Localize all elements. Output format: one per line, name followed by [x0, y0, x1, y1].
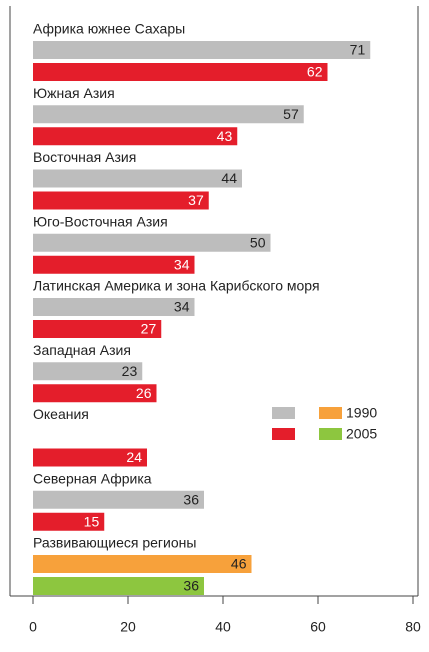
legend-label: 2005 — [346, 426, 377, 442]
value-label: 71 — [350, 42, 366, 58]
value-label: 50 — [250, 234, 266, 250]
value-label: 62 — [307, 64, 323, 80]
bar — [33, 490, 204, 509]
bar — [33, 63, 328, 81]
bar — [33, 512, 105, 531]
value-label: 26 — [136, 385, 152, 401]
category-label: Западная Азия — [33, 342, 131, 358]
bar — [33, 191, 209, 210]
bar — [33, 255, 195, 274]
value-label: 34 — [174, 299, 190, 315]
x-tick-label: 80 — [405, 619, 421, 635]
legend-label: 1990 — [346, 405, 377, 421]
category-label: Юго-Восточная Азия — [33, 213, 168, 229]
category-label: Развивающиеся регионы — [33, 535, 196, 551]
value-label: 37 — [188, 192, 204, 208]
x-tick-label: 60 — [310, 619, 326, 635]
value-label: 57 — [283, 106, 299, 122]
bar — [33, 105, 304, 124]
x-tick-label: 40 — [215, 619, 231, 635]
x-tick-label: 20 — [120, 619, 136, 635]
category-label: Латинская Америка и зона Карибского моря — [33, 278, 320, 294]
bar — [33, 577, 204, 595]
value-label: 15 — [84, 513, 100, 529]
value-label: 24 — [126, 449, 142, 465]
value-label: 46 — [231, 556, 247, 572]
bar — [33, 384, 157, 403]
category-label: Восточная Азия — [33, 149, 136, 165]
legend-swatch — [272, 428, 295, 440]
bar — [33, 127, 238, 146]
bar — [33, 362, 143, 381]
category-label: Северная Африка — [33, 470, 152, 486]
legend-swatch — [319, 428, 342, 440]
bar — [33, 169, 242, 188]
bar — [33, 233, 271, 252]
bar — [33, 555, 252, 573]
value-label: 34 — [174, 256, 190, 272]
bar — [33, 320, 162, 338]
bar — [33, 298, 195, 316]
legend-swatch — [272, 407, 295, 419]
value-label: 44 — [221, 170, 237, 186]
category-label: Океания — [33, 406, 89, 422]
legend-swatch — [319, 407, 342, 419]
bar — [33, 448, 147, 467]
value-label: 36 — [183, 578, 199, 594]
value-label: 36 — [183, 491, 199, 507]
x-tick-label: 0 — [29, 619, 37, 635]
value-label: 27 — [141, 321, 157, 337]
value-label: 23 — [122, 363, 138, 379]
bar — [33, 41, 371, 59]
category-label: Африка южнее Сахары — [33, 21, 185, 37]
value-label: 43 — [217, 128, 233, 144]
category-label: Южная Азия — [33, 85, 115, 101]
